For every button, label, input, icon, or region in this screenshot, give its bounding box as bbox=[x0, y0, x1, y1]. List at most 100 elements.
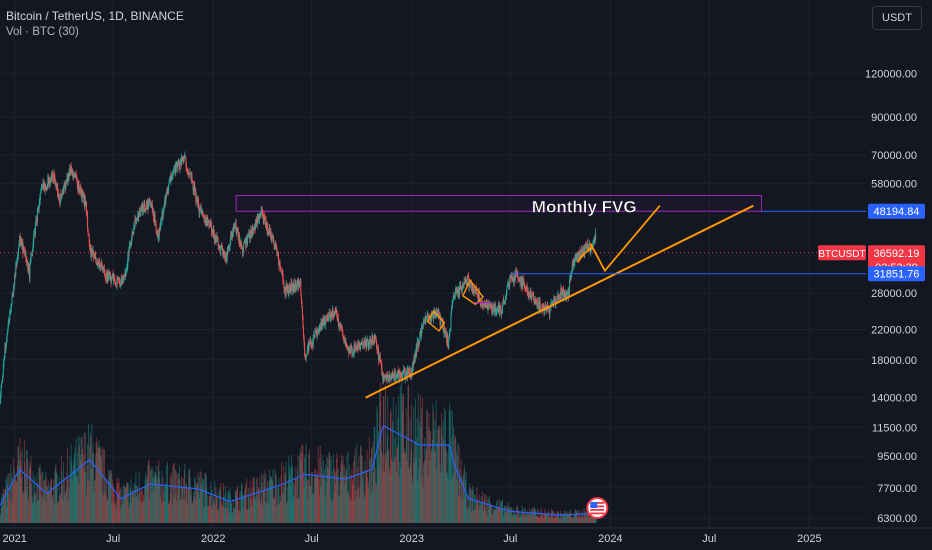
volume-bar bbox=[465, 478, 466, 523]
volume-bar bbox=[508, 506, 510, 523]
volume-bar bbox=[297, 471, 298, 523]
volume-bar bbox=[429, 460, 431, 523]
volume-bar bbox=[275, 473, 277, 523]
candle-body bbox=[493, 308, 495, 313]
volume-bar bbox=[250, 498, 252, 523]
candle-body bbox=[303, 336, 305, 344]
candle-body bbox=[177, 162, 179, 166]
volume-bar bbox=[1, 496, 2, 523]
candle-body bbox=[99, 265, 101, 268]
volume-bar bbox=[539, 516, 541, 523]
volume-bar bbox=[259, 477, 261, 523]
candle-body bbox=[288, 286, 290, 292]
volume-bar bbox=[557, 510, 558, 523]
volume-bar bbox=[292, 497, 294, 523]
volume-bar bbox=[140, 500, 142, 523]
volume-bar bbox=[302, 472, 304, 523]
volume-bar bbox=[123, 495, 125, 523]
time-tick-label: Jul bbox=[305, 533, 319, 545]
volume-bar bbox=[162, 501, 164, 523]
candle-body bbox=[40, 191, 42, 194]
volume-bar bbox=[382, 471, 384, 523]
volume-bar bbox=[140, 487, 142, 523]
volume-bar bbox=[72, 465, 74, 523]
candle-body bbox=[254, 225, 256, 229]
candle-body bbox=[313, 334, 315, 337]
candle-body bbox=[362, 343, 364, 345]
volume-bar bbox=[360, 447, 362, 523]
candle-body bbox=[395, 375, 397, 377]
volume-bar bbox=[552, 511, 554, 523]
candle-body bbox=[126, 264, 128, 269]
candle-body bbox=[459, 285, 461, 294]
volume-bar bbox=[99, 446, 101, 523]
volume-bar bbox=[52, 495, 54, 523]
candle-body bbox=[163, 206, 165, 210]
volume-bar bbox=[589, 517, 591, 523]
candle-body bbox=[172, 172, 174, 177]
candle-body bbox=[304, 354, 306, 357]
candle-body bbox=[252, 227, 254, 231]
candle-body bbox=[153, 217, 155, 222]
volume-bar bbox=[285, 461, 287, 523]
volume-bar bbox=[493, 510, 495, 523]
volume-bar bbox=[287, 479, 289, 523]
candle-body bbox=[221, 245, 223, 248]
volume-bar bbox=[221, 505, 223, 523]
candle-body bbox=[491, 311, 493, 313]
candle-body bbox=[504, 297, 506, 303]
volume-bar bbox=[43, 479, 45, 523]
candle-body bbox=[179, 167, 181, 169]
candle-body bbox=[164, 198, 166, 207]
volume-bar bbox=[69, 487, 70, 523]
volume-bar bbox=[255, 494, 257, 523]
volume-bar bbox=[459, 468, 461, 523]
time-tick-label: 2021 bbox=[2, 533, 26, 545]
volume-bar bbox=[304, 457, 305, 523]
candle-body bbox=[389, 375, 391, 378]
volume-bar bbox=[421, 477, 423, 523]
volume-bar bbox=[149, 465, 151, 523]
volume-bar bbox=[542, 513, 544, 523]
volume-bar bbox=[428, 412, 430, 523]
candle-body bbox=[295, 283, 297, 287]
candle-body bbox=[238, 233, 240, 240]
candle-body bbox=[223, 250, 225, 252]
volume-bar bbox=[354, 456, 356, 523]
volume-bar bbox=[347, 451, 349, 523]
candle-body bbox=[368, 344, 370, 348]
volume-bar bbox=[245, 483, 247, 523]
candle-body bbox=[344, 337, 346, 340]
volume-bar bbox=[108, 469, 110, 523]
volume-bar bbox=[532, 507, 533, 523]
candle-body bbox=[311, 343, 313, 346]
volume-bar bbox=[430, 449, 432, 523]
volume-bar bbox=[8, 493, 10, 523]
candle-body bbox=[161, 217, 163, 221]
candle-body bbox=[217, 239, 219, 247]
candle-body bbox=[439, 314, 441, 315]
candle-body bbox=[134, 219, 136, 221]
volume-bar bbox=[402, 396, 404, 523]
volume-bar bbox=[422, 398, 424, 523]
candle-body bbox=[171, 176, 173, 180]
candle-body bbox=[486, 302, 488, 305]
volume-bar bbox=[558, 512, 560, 523]
currency-button[interactable]: USDT bbox=[872, 6, 922, 30]
volume-bar bbox=[39, 463, 41, 523]
volume-bar bbox=[208, 495, 210, 523]
candle-body bbox=[473, 289, 475, 291]
volume-bar bbox=[479, 504, 481, 523]
candle-body bbox=[72, 172, 74, 176]
volume-bar bbox=[574, 509, 576, 523]
volume-bar bbox=[100, 455, 101, 523]
candle-body bbox=[272, 236, 274, 239]
volume-bar bbox=[7, 473, 9, 523]
volume-bar bbox=[50, 486, 51, 523]
volume-bar bbox=[79, 436, 81, 523]
volume-bar bbox=[277, 485, 279, 523]
volume-bar bbox=[3, 500, 5, 523]
candle-body bbox=[106, 270, 108, 279]
candle-body bbox=[324, 319, 326, 324]
